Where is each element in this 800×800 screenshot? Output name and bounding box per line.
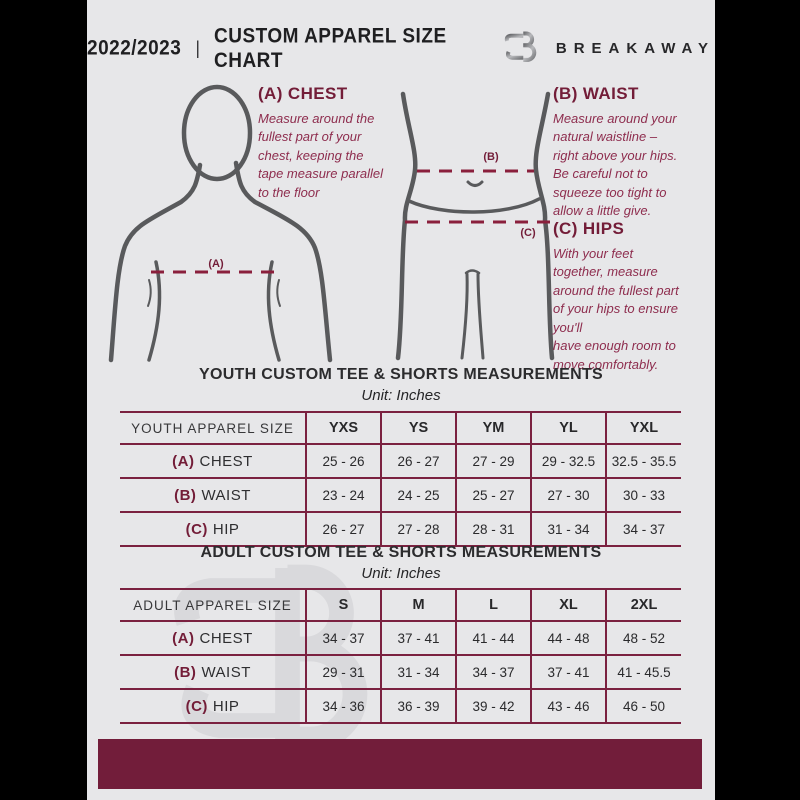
adult-table-title: ADULT CUSTOM TEE & SHORTS MEASUREMENTS bbox=[200, 544, 602, 561]
brand-wordmark: BREAKAWAY bbox=[555, 40, 715, 57]
chest-line-label: (A) bbox=[208, 258, 224, 270]
adult-col-2xl: 2XL bbox=[605, 588, 681, 622]
waist-line-label: (B) bbox=[483, 151, 499, 163]
table-cell: 29 - 32.5 bbox=[530, 443, 606, 479]
table-cell: 28 - 31 bbox=[455, 511, 531, 547]
row-label: CHEST bbox=[199, 629, 253, 647]
table-cell: 34 - 37 bbox=[455, 654, 531, 690]
table-cell: 30 - 33 bbox=[605, 477, 681, 513]
table-cell: 27 - 29 bbox=[455, 443, 531, 479]
table-cell: 26 - 27 bbox=[305, 511, 381, 547]
youth-chest-label: (A) CHEST bbox=[120, 443, 306, 479]
hip-line-label: (C) bbox=[520, 227, 536, 239]
youth-col-ys: YS bbox=[380, 411, 456, 445]
youth-table-unit: Unit: Inches bbox=[361, 387, 441, 404]
youth-hip-row: (C) HIP 26 - 27 27 - 28 28 - 31 31 - 34 3… bbox=[120, 511, 681, 547]
adult-col-s: S bbox=[305, 588, 381, 622]
hips-heading: (C) HIPS bbox=[553, 219, 625, 238]
row-label: WAIST bbox=[201, 486, 251, 504]
youth-chest-row: (A) CHEST 25 - 26 26 - 27 27 - 29 29 - 32… bbox=[120, 443, 681, 479]
breakaway-b-logo-icon bbox=[502, 26, 546, 71]
adult-col-m: M bbox=[380, 588, 456, 622]
table-cell: 41 - 44 bbox=[455, 620, 531, 656]
table-cell: 23 - 24 bbox=[305, 477, 381, 513]
table-cell: 24 - 25 bbox=[380, 477, 456, 513]
table-cell: 34 - 36 bbox=[305, 688, 381, 724]
table-cell: 43 - 46 bbox=[530, 688, 606, 724]
page-title: CUSTOM APPAREL SIZE CHART bbox=[214, 23, 447, 73]
row-label: HIP bbox=[212, 520, 240, 538]
table-cell: 29 - 31 bbox=[305, 654, 381, 690]
header: 2022/2023 | CUSTOM APPAREL SIZE CHART bbox=[87, 23, 715, 73]
table-cell: 25 - 26 bbox=[305, 443, 381, 479]
row-prefix: (B) bbox=[174, 663, 197, 681]
table-cell: 36 - 39 bbox=[380, 688, 456, 724]
table-cell: 41 - 45.5 bbox=[605, 654, 681, 690]
adult-waist-row: (B) WAIST 29 - 31 31 - 34 34 - 37 37 - 41… bbox=[120, 654, 681, 690]
youth-size-table: YOUTH APPAREL SIZE YXS YS YM YL YXL (A) C… bbox=[120, 411, 681, 547]
row-prefix: (B) bbox=[174, 486, 197, 504]
row-label: CHEST bbox=[199, 452, 253, 470]
youth-table-title: YOUTH CUSTOM TEE & SHORTS MEASUREMENTS bbox=[198, 366, 604, 383]
row-prefix: (A) bbox=[172, 629, 195, 647]
flyer-page: 2022/2023 | CUSTOM APPAREL SIZE CHART bbox=[87, 0, 715, 800]
table-cell: 44 - 48 bbox=[530, 620, 606, 656]
table-cell: 31 - 34 bbox=[380, 654, 456, 690]
youth-col-yl: YL bbox=[530, 411, 606, 445]
waist-description: Measure around your natural waistline – … bbox=[553, 111, 678, 219]
table-cell: 46 - 50 bbox=[605, 688, 681, 724]
hip-curve bbox=[407, 197, 541, 214]
table-cell: 31 - 34 bbox=[530, 511, 606, 547]
adult-waist-label: (B) WAIST bbox=[120, 654, 306, 690]
adult-chest-row: (A) CHEST 34 - 37 37 - 41 41 - 44 44 - 48… bbox=[120, 620, 681, 656]
adult-size-header-cell: ADULT APPAREL SIZE bbox=[120, 588, 306, 622]
measurement-diagrams bbox=[108, 84, 555, 363]
youth-hip-label: (C) HIP bbox=[120, 511, 306, 547]
adult-chest-label: (A) CHEST bbox=[120, 620, 306, 656]
header-year: 2022/2023 bbox=[87, 36, 182, 60]
adult-size-table: ADULT APPAREL SIZE S M L XL 2XL (A) CHEST… bbox=[120, 588, 681, 724]
chest-description: Measure around the fullest part of your … bbox=[258, 111, 384, 200]
footer-bar bbox=[98, 739, 702, 789]
youth-col-ym: YM bbox=[455, 411, 531, 445]
navel-mark bbox=[466, 180, 484, 187]
table-cell: 27 - 30 bbox=[530, 477, 606, 513]
table-cell: 34 - 37 bbox=[605, 511, 681, 547]
youth-waist-label: (B) WAIST bbox=[120, 477, 306, 513]
table-cell: 34 - 37 bbox=[305, 620, 381, 656]
adult-table-unit: Unit: Inches bbox=[361, 565, 441, 582]
table-cell: 39 - 42 bbox=[455, 688, 531, 724]
youth-col-yxs: YXS bbox=[305, 411, 381, 445]
waist-heading: (B) WAIST bbox=[553, 84, 639, 103]
table-cell: 37 - 41 bbox=[530, 654, 606, 690]
chest-heading: (A) CHEST bbox=[258, 84, 348, 103]
header-divider: | bbox=[195, 38, 201, 58]
table-cell: 37 - 41 bbox=[380, 620, 456, 656]
table-cell: 48 - 52 bbox=[605, 620, 681, 656]
youth-col-yxl: YXL bbox=[605, 411, 681, 445]
table-cell: 27 - 28 bbox=[380, 511, 456, 547]
row-label: HIP bbox=[212, 697, 240, 715]
row-prefix: (C) bbox=[185, 520, 208, 538]
adult-hip-row: (C) HIP 34 - 36 36 - 39 39 - 42 43 - 46 4… bbox=[120, 688, 681, 724]
youth-waist-row: (B) WAIST 23 - 24 24 - 25 25 - 27 27 - 30… bbox=[120, 477, 681, 513]
row-prefix: (A) bbox=[172, 452, 195, 470]
youth-size-header-cell: YOUTH APPAREL SIZE bbox=[120, 411, 306, 445]
adult-header-row: ADULT APPAREL SIZE S M L XL 2XL bbox=[120, 588, 681, 622]
adult-col-xl: XL bbox=[530, 588, 606, 622]
youth-header-row: YOUTH APPAREL SIZE YXS YS YM YL YXL bbox=[120, 411, 681, 445]
adult-col-l: L bbox=[455, 588, 531, 622]
adult-hip-label: (C) HIP bbox=[120, 688, 306, 724]
table-cell: 25 - 27 bbox=[455, 477, 531, 513]
table-cell: 26 - 27 bbox=[380, 443, 456, 479]
table-cell: 32.5 - 35.5 bbox=[605, 443, 681, 479]
hips-description: With your feet together, measure around … bbox=[553, 246, 679, 372]
row-label: WAIST bbox=[201, 663, 251, 681]
torso-head-outline bbox=[181, 84, 253, 182]
row-prefix: (C) bbox=[185, 697, 208, 715]
